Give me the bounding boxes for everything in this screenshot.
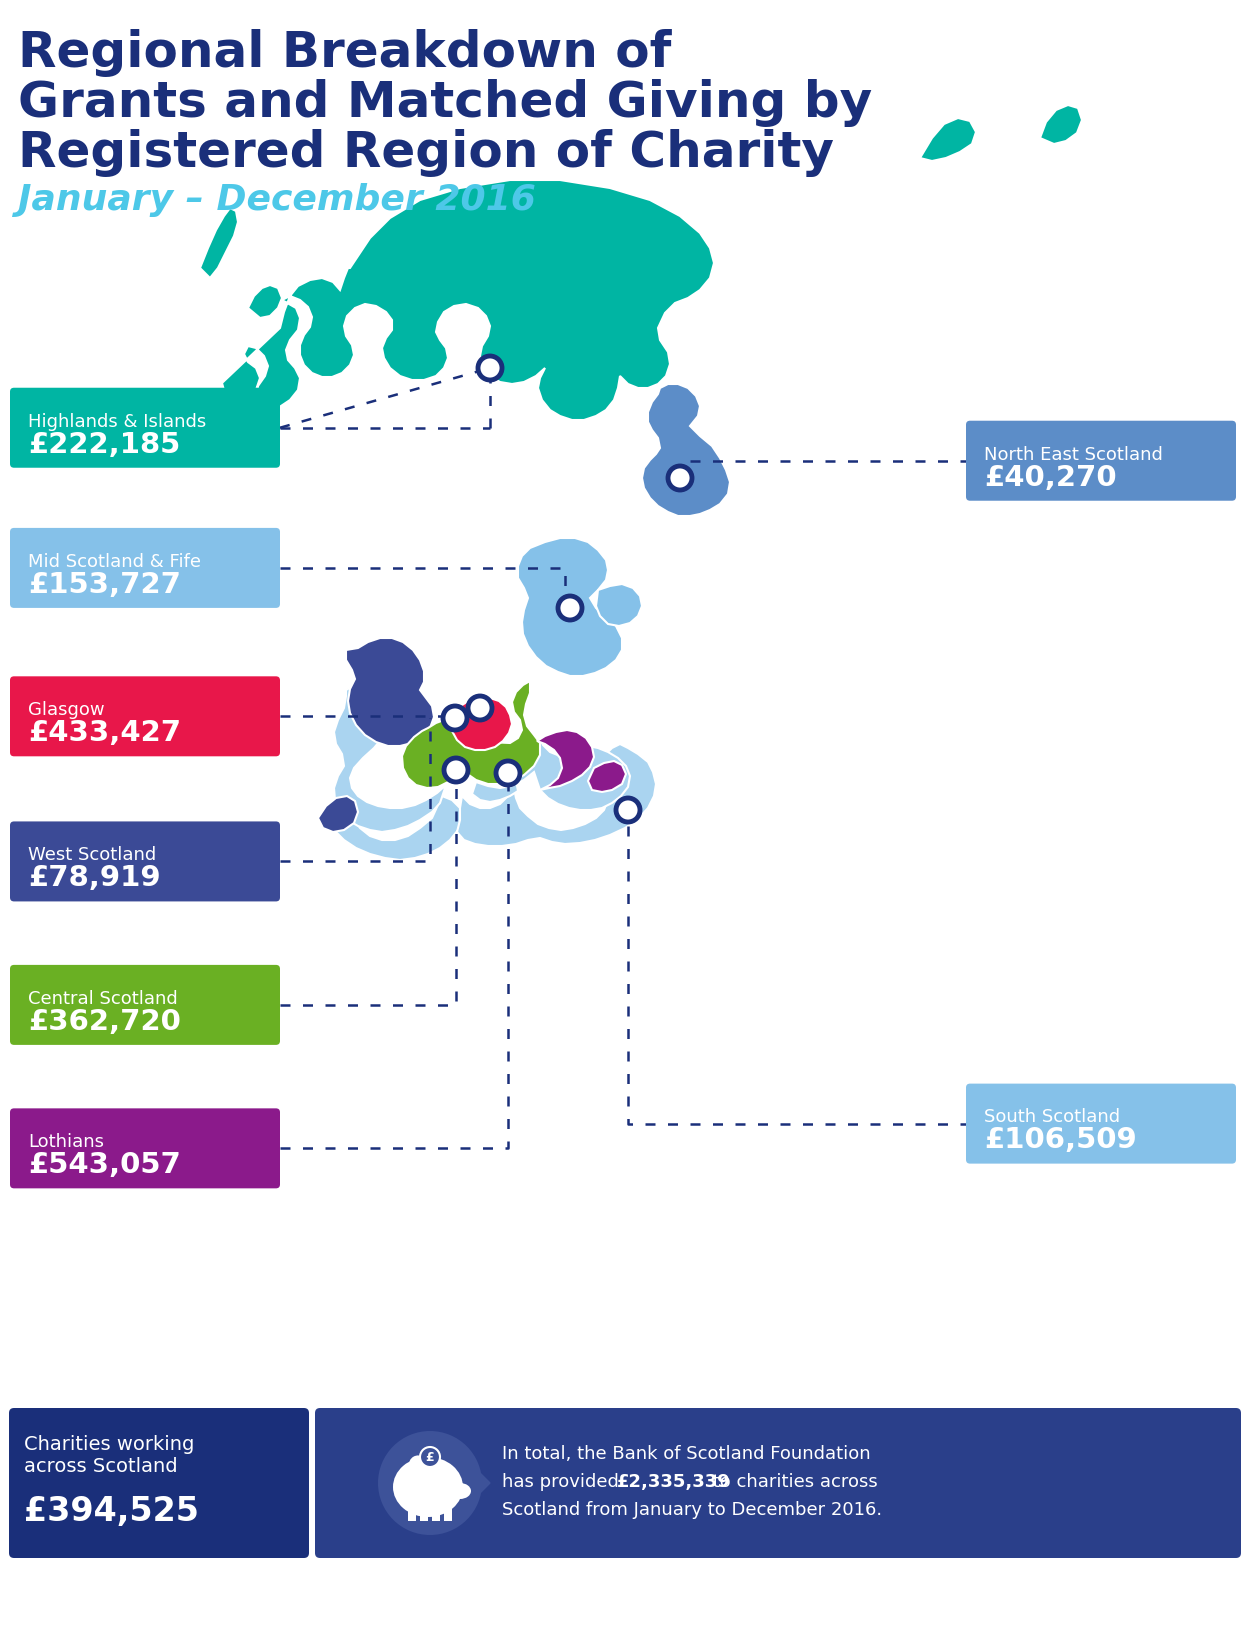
- Text: Registered Region of Charity: Registered Region of Charity: [18, 129, 834, 176]
- Circle shape: [496, 761, 520, 786]
- Text: South Scotland: South Scotland: [984, 1107, 1120, 1126]
- Polygon shape: [538, 730, 594, 791]
- Text: to charities across: to charities across: [707, 1472, 877, 1490]
- Circle shape: [444, 758, 468, 783]
- FancyBboxPatch shape: [966, 1084, 1236, 1163]
- Polygon shape: [588, 761, 626, 793]
- Circle shape: [558, 597, 582, 621]
- Text: January – December 2016: January – December 2016: [18, 183, 536, 218]
- Bar: [444, 1506, 452, 1521]
- Text: Scotland from January to December 2016.: Scotland from January to December 2016.: [503, 1500, 882, 1518]
- Text: Glasgow: Glasgow: [28, 700, 105, 719]
- Circle shape: [420, 1447, 440, 1467]
- Polygon shape: [402, 682, 540, 788]
- Polygon shape: [346, 639, 434, 747]
- Text: £433,427: £433,427: [28, 719, 181, 747]
- Text: Central Scotland: Central Scotland: [28, 989, 178, 1007]
- Polygon shape: [334, 793, 462, 860]
- FancyBboxPatch shape: [10, 389, 280, 468]
- Circle shape: [442, 707, 468, 730]
- Text: Regional Breakdown of: Regional Breakdown of: [18, 30, 671, 77]
- Polygon shape: [200, 209, 238, 279]
- Text: £394,525: £394,525: [24, 1495, 199, 1528]
- Text: £2,335,339: £2,335,339: [618, 1472, 731, 1490]
- Text: In total, the Bank of Scotland Foundation: In total, the Bank of Scotland Foundatio…: [503, 1444, 870, 1462]
- Circle shape: [468, 697, 492, 720]
- Text: Grants and Matched Giving by: Grants and Matched Giving by: [18, 79, 872, 127]
- Polygon shape: [642, 384, 730, 517]
- Text: £: £: [426, 1450, 434, 1463]
- Polygon shape: [458, 745, 656, 847]
- Circle shape: [478, 356, 502, 381]
- Circle shape: [616, 799, 640, 822]
- FancyBboxPatch shape: [966, 422, 1236, 501]
- Polygon shape: [920, 119, 976, 162]
- Text: £40,270: £40,270: [984, 463, 1116, 491]
- Bar: [408, 1506, 416, 1521]
- Polygon shape: [248, 285, 282, 318]
- Text: Highlands & Islands: Highlands & Islands: [28, 412, 206, 430]
- Polygon shape: [472, 738, 630, 811]
- Bar: [432, 1506, 440, 1521]
- Polygon shape: [451, 699, 512, 750]
- FancyBboxPatch shape: [315, 1407, 1241, 1557]
- Text: £362,720: £362,720: [28, 1007, 181, 1035]
- Polygon shape: [478, 1472, 490, 1495]
- Text: Lothians: Lothians: [28, 1132, 104, 1150]
- Text: West Scotland: West Scotland: [28, 845, 156, 864]
- Ellipse shape: [392, 1457, 462, 1518]
- Text: Charities working
across Scotland: Charities working across Scotland: [24, 1435, 195, 1475]
- Polygon shape: [596, 585, 642, 626]
- Text: £222,185: £222,185: [28, 430, 180, 458]
- Polygon shape: [334, 682, 446, 832]
- Text: £78,919: £78,919: [28, 864, 160, 892]
- Text: has provided: has provided: [503, 1472, 625, 1490]
- FancyBboxPatch shape: [10, 529, 280, 608]
- FancyBboxPatch shape: [9, 1407, 309, 1557]
- Text: £543,057: £543,057: [28, 1150, 181, 1178]
- Polygon shape: [518, 539, 622, 677]
- FancyBboxPatch shape: [10, 966, 280, 1045]
- Polygon shape: [222, 181, 714, 420]
- Text: £153,727: £153,727: [28, 570, 181, 598]
- Ellipse shape: [449, 1483, 471, 1500]
- Polygon shape: [1040, 105, 1082, 145]
- FancyBboxPatch shape: [10, 1109, 280, 1188]
- FancyBboxPatch shape: [10, 822, 280, 901]
- Text: North East Scotland: North East Scotland: [984, 445, 1162, 463]
- Circle shape: [668, 466, 692, 491]
- FancyBboxPatch shape: [10, 677, 280, 756]
- Bar: [420, 1506, 428, 1521]
- Text: £106,509: £106,509: [984, 1126, 1136, 1154]
- Polygon shape: [318, 796, 357, 832]
- Circle shape: [378, 1430, 482, 1534]
- Text: Mid Scotland & Fife: Mid Scotland & Fife: [28, 552, 201, 570]
- Ellipse shape: [410, 1455, 422, 1467]
